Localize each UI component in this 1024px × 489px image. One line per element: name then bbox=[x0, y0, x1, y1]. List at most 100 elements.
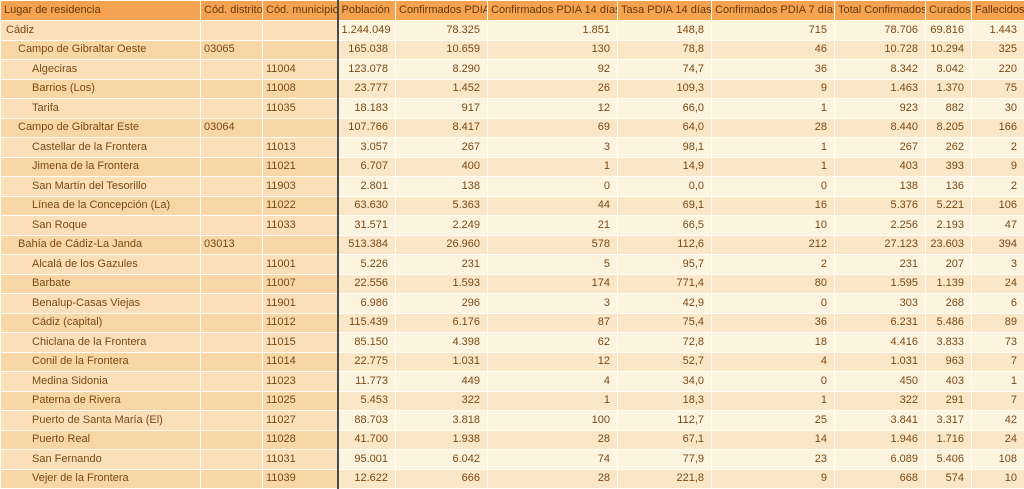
column-header-confirmados-pdia-7-dias[interactable]: Confirmados PDIA 7 días bbox=[711, 0, 835, 21]
row-label: Puerto Real bbox=[0, 429, 201, 450]
municipality-code-cell: 11035 bbox=[262, 98, 338, 119]
table-row: Conil de la Frontera 11014 22.775 1.031 12 52… bbox=[0, 351, 1024, 372]
column-header-cod-municipio[interactable]: Cód. municipio bbox=[262, 0, 338, 21]
column-header-curados[interactable]: Curados bbox=[925, 0, 972, 21]
cell-confirmados-pdia-7-dias: 1 bbox=[711, 137, 835, 158]
municipality-code-cell: 11031 bbox=[262, 449, 338, 470]
row-label: San Roque bbox=[0, 215, 201, 236]
cell-confirmados-pdia-14-dias: 12 bbox=[487, 98, 618, 119]
cell-tasa-pdia-14-dias: 771,4 bbox=[617, 273, 712, 294]
cell-confirmados-pdia: 267 bbox=[395, 137, 488, 158]
cell-total-confirmados: 403 bbox=[834, 156, 926, 177]
column-header-tasa-pdia-14-dias[interactable]: Tasa PDIA 14 días bbox=[617, 0, 712, 21]
cell-poblacion: 88.703 bbox=[336, 410, 396, 431]
cell-curados: 1.716 bbox=[925, 429, 972, 450]
cell-curados: 10.294 bbox=[925, 39, 972, 60]
row-label: Conil de la Frontera bbox=[0, 351, 201, 372]
cell-total-confirmados: 1.595 bbox=[834, 273, 926, 294]
table-row: Vejer de la Frontera 11039 12.622 666 28 221,… bbox=[0, 468, 1024, 489]
cell-confirmados-pdia-14-dias: 28 bbox=[487, 468, 618, 489]
district-code-cell bbox=[200, 390, 263, 411]
cell-poblacion: 2.801 bbox=[336, 176, 396, 197]
cell-total-confirmados: 1.946 bbox=[834, 429, 926, 450]
cell-curados: 262 bbox=[925, 137, 972, 158]
cell-confirmados-pdia: 1.452 bbox=[395, 78, 488, 99]
cell-confirmados-pdia-7-dias: 9 bbox=[711, 468, 835, 489]
row-label: San Martín del Tesorillo bbox=[0, 176, 201, 197]
cell-confirmados-pdia: 6.042 bbox=[395, 449, 488, 470]
cell-fallecidos: 42 bbox=[971, 410, 1024, 431]
cell-poblacion: 1.244.049 bbox=[336, 20, 396, 41]
table-row: Tarifa 11035 18.183 917 12 66,0 1 923 882 30 bbox=[0, 98, 1024, 119]
column-header-confirmados-pdia-14-dias[interactable]: Confirmados PDIA 14 días bbox=[487, 0, 618, 21]
cell-poblacion: 85.150 bbox=[336, 332, 396, 353]
row-label: Cádiz (capital) bbox=[0, 312, 201, 333]
row-label: Barbate bbox=[0, 273, 201, 294]
municipality-code-cell: 11001 bbox=[262, 254, 338, 275]
cell-fallecidos: 75 bbox=[971, 78, 1024, 99]
cell-tasa-pdia-14-dias: 112,6 bbox=[617, 234, 712, 255]
column-header-poblacion[interactable]: Población bbox=[336, 0, 396, 21]
cell-confirmados-pdia-7-dias: 18 bbox=[711, 332, 835, 353]
column-header-total-confirmados[interactable]: Total Confirmados bbox=[834, 0, 926, 21]
cell-total-confirmados: 138 bbox=[834, 176, 926, 197]
cell-fallecidos: 24 bbox=[971, 273, 1024, 294]
cell-tasa-pdia-14-dias: 74,7 bbox=[617, 59, 712, 80]
column-header-cod-distrito[interactable]: Cód. distrito bbox=[200, 0, 263, 21]
cell-confirmados-pdia: 4.398 bbox=[395, 332, 488, 353]
cell-confirmados-pdia-7-dias: 10 bbox=[711, 215, 835, 236]
cell-confirmados-pdia-7-dias: 80 bbox=[711, 273, 835, 294]
district-code-cell: 03064 bbox=[200, 117, 263, 138]
cell-poblacion: 18.183 bbox=[336, 98, 396, 119]
cell-confirmados-pdia: 1.031 bbox=[395, 351, 488, 372]
column-header-fallecidos[interactable]: Fallecidos bbox=[971, 0, 1024, 21]
cell-total-confirmados: 923 bbox=[834, 98, 926, 119]
cell-confirmados-pdia-14-dias: 1.851 bbox=[487, 20, 618, 41]
cell-poblacion: 115.439 bbox=[336, 312, 396, 333]
table-row: Campo de Gibraltar Oeste 03065 165.038 10.6… bbox=[0, 39, 1024, 60]
cell-confirmados-pdia-14-dias: 62 bbox=[487, 332, 618, 353]
cell-confirmados-pdia-7-dias: 36 bbox=[711, 312, 835, 333]
cell-confirmados-pdia-7-dias: 28 bbox=[711, 117, 835, 138]
cell-fallecidos: 47 bbox=[971, 215, 1024, 236]
cell-confirmados-pdia-7-dias: 9 bbox=[711, 78, 835, 99]
cell-confirmados-pdia-7-dias: 23 bbox=[711, 449, 835, 470]
column-header-confirmados-pdia[interactable]: Confirmados PDIA bbox=[395, 0, 488, 21]
table-row: Benalup-Casas Viejas 11901 6.986 296 3 42,9 0 3… bbox=[0, 293, 1024, 314]
district-code-cell bbox=[200, 429, 263, 450]
row-label: Línea de la Concepción (La) bbox=[0, 195, 201, 216]
table-row: Algeciras 11004 123.078 8.290 92 74,7 36 8.342 8… bbox=[0, 59, 1024, 80]
municipality-code-cell: 11012 bbox=[262, 312, 338, 333]
cell-curados: 1.139 bbox=[925, 273, 972, 294]
cell-confirmados-pdia-14-dias: 87 bbox=[487, 312, 618, 333]
district-code-cell bbox=[200, 332, 263, 353]
cell-confirmados-pdia: 8.417 bbox=[395, 117, 488, 138]
cell-tasa-pdia-14-dias: 109,3 bbox=[617, 78, 712, 99]
cell-confirmados-pdia-7-dias: 36 bbox=[711, 59, 835, 80]
cell-confirmados-pdia-14-dias: 28 bbox=[487, 429, 618, 450]
column-header-lugar[interactable]: Lugar de residencia bbox=[0, 0, 201, 21]
cell-total-confirmados: 267 bbox=[834, 137, 926, 158]
row-label: Cádiz bbox=[0, 20, 201, 41]
table-row: Bahía de Cádiz-La Janda 03013 513.384 26.96… bbox=[0, 234, 1024, 255]
district-code-cell bbox=[200, 468, 263, 489]
district-code-cell bbox=[200, 215, 263, 236]
cell-confirmados-pdia: 1.938 bbox=[395, 429, 488, 450]
row-label: Campo de Gibraltar Oeste bbox=[0, 39, 201, 60]
cell-tasa-pdia-14-dias: 67,1 bbox=[617, 429, 712, 450]
cell-tasa-pdia-14-dias: 14,9 bbox=[617, 156, 712, 177]
cell-total-confirmados: 2.256 bbox=[834, 215, 926, 236]
cell-confirmados-pdia-7-dias: 1 bbox=[711, 156, 835, 177]
cell-poblacion: 41.700 bbox=[336, 429, 396, 450]
cell-confirmados-pdia: 296 bbox=[395, 293, 488, 314]
district-code-cell bbox=[200, 449, 263, 470]
cell-total-confirmados: 1.031 bbox=[834, 351, 926, 372]
cell-confirmados-pdia: 231 bbox=[395, 254, 488, 275]
cell-confirmados-pdia-14-dias: 3 bbox=[487, 137, 618, 158]
cell-confirmados-pdia-14-dias: 578 bbox=[487, 234, 618, 255]
table-row: Paterna de Rivera 11025 5.453 322 1 18,3 1 322 2… bbox=[0, 390, 1024, 411]
municipality-code-cell: 11008 bbox=[262, 78, 338, 99]
cell-curados: 393 bbox=[925, 156, 972, 177]
table-row: Cádiz (capital) 11012 115.439 6.176 87 75,4 36… bbox=[0, 312, 1024, 333]
cell-curados: 136 bbox=[925, 176, 972, 197]
